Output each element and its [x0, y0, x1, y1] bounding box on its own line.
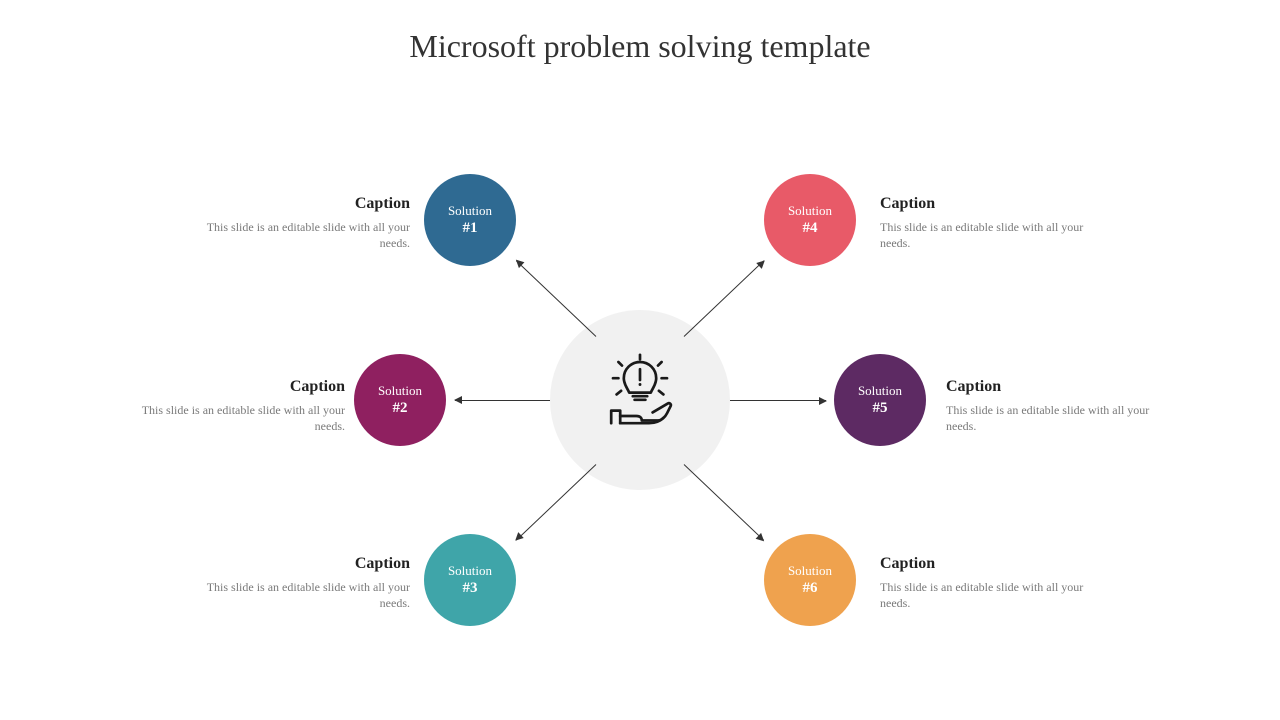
node-label: Solution: [788, 203, 832, 219]
caption-title: Caption: [946, 378, 1166, 396]
caption-title: Caption: [125, 378, 345, 396]
node-number: #2: [393, 399, 408, 418]
solution-node-6: Solution#6: [764, 534, 856, 626]
node-label: Solution: [858, 383, 902, 399]
caption-block-5: Caption This slide is an editable slide w…: [946, 378, 1166, 434]
caption-body: This slide is an editable slide with all…: [880, 579, 1100, 611]
slide-title: Microsoft problem solving template: [0, 28, 1280, 65]
node-label: Solution: [788, 563, 832, 579]
solution-node-2: Solution#2: [354, 354, 446, 446]
solution-node-3: Solution#3: [424, 534, 516, 626]
node-number: #1: [463, 219, 478, 238]
node-number: #4: [803, 219, 818, 238]
solution-node-1: Solution#1: [424, 174, 516, 266]
solution-node-5: Solution#5: [834, 354, 926, 446]
connector-arrow-6: [684, 464, 765, 541]
caption-body: This slide is an editable slide with all…: [880, 219, 1100, 251]
caption-block-2: Caption This slide is an editable slide w…: [125, 378, 345, 434]
connector-arrow-3: [516, 464, 597, 541]
caption-block-3: Caption This slide is an editable slide w…: [190, 555, 410, 611]
solution-node-4: Solution#4: [764, 174, 856, 266]
connector-arrow-4: [684, 260, 765, 337]
caption-body: This slide is an editable slide with all…: [190, 579, 410, 611]
node-number: #6: [803, 579, 818, 598]
caption-title: Caption: [880, 555, 1100, 573]
lightbulb-hand-icon: [595, 353, 685, 448]
node-number: #5: [873, 399, 888, 418]
node-label: Solution: [448, 203, 492, 219]
connector-arrow-5: [730, 400, 826, 401]
caption-body: This slide is an editable slide with all…: [125, 402, 345, 434]
caption-block-4: Caption This slide is an editable slide w…: [880, 195, 1100, 251]
node-number: #3: [463, 579, 478, 598]
center-hub: [550, 310, 730, 490]
caption-title: Caption: [190, 555, 410, 573]
connector-arrow-2: [455, 400, 550, 401]
caption-block-1: Caption This slide is an editable slide w…: [190, 195, 410, 251]
node-label: Solution: [448, 563, 492, 579]
connector-arrow-1: [516, 260, 597, 337]
caption-title: Caption: [190, 195, 410, 213]
caption-block-6: Caption This slide is an editable slide w…: [880, 555, 1100, 611]
caption-title: Caption: [880, 195, 1100, 213]
caption-body: This slide is an editable slide with all…: [190, 219, 410, 251]
caption-body: This slide is an editable slide with all…: [946, 402, 1166, 434]
node-label: Solution: [378, 383, 422, 399]
